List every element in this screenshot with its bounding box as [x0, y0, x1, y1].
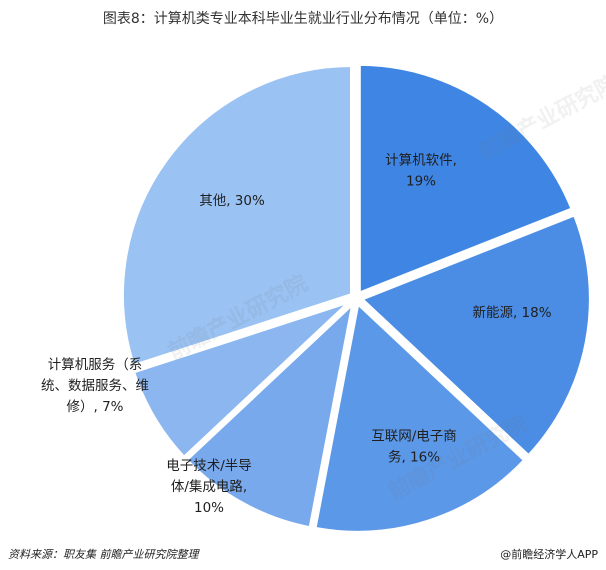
- pie-slice: [357, 211, 593, 460]
- brand-credit: @前瞻经济学人APP: [500, 548, 598, 561]
- chart-title: 图表8：计算机类专业本科毕业生就业行业分布情况（单位：%）: [102, 11, 504, 27]
- pie-slice: [119, 63, 354, 369]
- slice-label: 计算机服务（系统、数据服务、维修）, 7%: [41, 357, 149, 415]
- slice-label: 新能源, 18%: [472, 305, 551, 321]
- slice-label: 计算机软件, 19%: [385, 153, 457, 190]
- slice-label: 电子技术/半导体/集成电路, 10%: [166, 458, 252, 516]
- pie-slice: [312, 298, 529, 535]
- slice-label: 其他, 30%: [199, 193, 265, 209]
- pie-slice: [356, 61, 576, 297]
- source-note: 资料来源：职友集 前瞻产业研究院整理: [8, 548, 199, 561]
- slice-label: 互联网/电子商务, 16%: [371, 429, 457, 466]
- pie-slice: [183, 296, 357, 531]
- pie-slice: [130, 298, 354, 461]
